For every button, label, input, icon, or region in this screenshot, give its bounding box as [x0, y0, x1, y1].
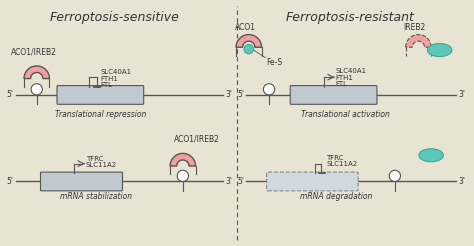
Text: SLC40A1: SLC40A1: [336, 68, 366, 74]
Text: 3': 3': [458, 91, 465, 99]
Text: 5': 5': [6, 177, 13, 186]
Ellipse shape: [428, 44, 452, 57]
FancyBboxPatch shape: [40, 172, 122, 191]
Text: TFRC: TFRC: [326, 155, 344, 161]
FancyBboxPatch shape: [290, 86, 377, 104]
Text: 3': 3': [225, 177, 232, 186]
Text: 3': 3': [458, 177, 465, 186]
Circle shape: [244, 45, 254, 54]
Polygon shape: [406, 35, 431, 47]
Polygon shape: [24, 66, 49, 78]
Text: FTH1: FTH1: [336, 75, 353, 81]
Circle shape: [389, 170, 401, 182]
FancyBboxPatch shape: [57, 86, 144, 104]
Circle shape: [264, 84, 275, 95]
Text: Translational repression: Translational repression: [55, 110, 146, 119]
Text: Fe-S: Fe-S: [266, 59, 283, 67]
Polygon shape: [236, 35, 262, 47]
Text: SLC11A2: SLC11A2: [326, 161, 357, 168]
Text: 5': 5': [6, 91, 13, 99]
Text: Ferroptosis-resistant: Ferroptosis-resistant: [286, 11, 415, 24]
Text: FBXL5: FBXL5: [428, 47, 452, 53]
Text: FTL: FTL: [101, 82, 113, 88]
Text: RNase: RNase: [419, 152, 444, 158]
Text: TFRC: TFRC: [86, 156, 103, 162]
Text: IREB2: IREB2: [403, 23, 426, 32]
Text: 5': 5': [237, 177, 244, 186]
Text: mRNA stabilization: mRNA stabilization: [60, 192, 132, 201]
Circle shape: [31, 84, 42, 95]
Circle shape: [177, 170, 189, 182]
Text: Ferroptosis-sensitive: Ferroptosis-sensitive: [50, 11, 180, 24]
Text: SLC11A2: SLC11A2: [86, 162, 117, 168]
Text: 5': 5': [237, 91, 244, 99]
Text: ACO1/IREB2: ACO1/IREB2: [11, 47, 57, 57]
Ellipse shape: [419, 149, 443, 162]
Text: SLC40A1: SLC40A1: [101, 69, 132, 75]
Text: mRNA degradation: mRNA degradation: [300, 192, 372, 201]
Polygon shape: [170, 154, 196, 166]
FancyBboxPatch shape: [267, 172, 358, 191]
Text: FTH1: FTH1: [101, 76, 118, 82]
Text: ACO1/IREB2: ACO1/IREB2: [174, 134, 220, 143]
Text: 3': 3': [225, 91, 232, 99]
Text: ACO1: ACO1: [235, 23, 255, 32]
Text: Translational activation: Translational activation: [301, 110, 390, 119]
Text: FTL: FTL: [336, 81, 347, 87]
